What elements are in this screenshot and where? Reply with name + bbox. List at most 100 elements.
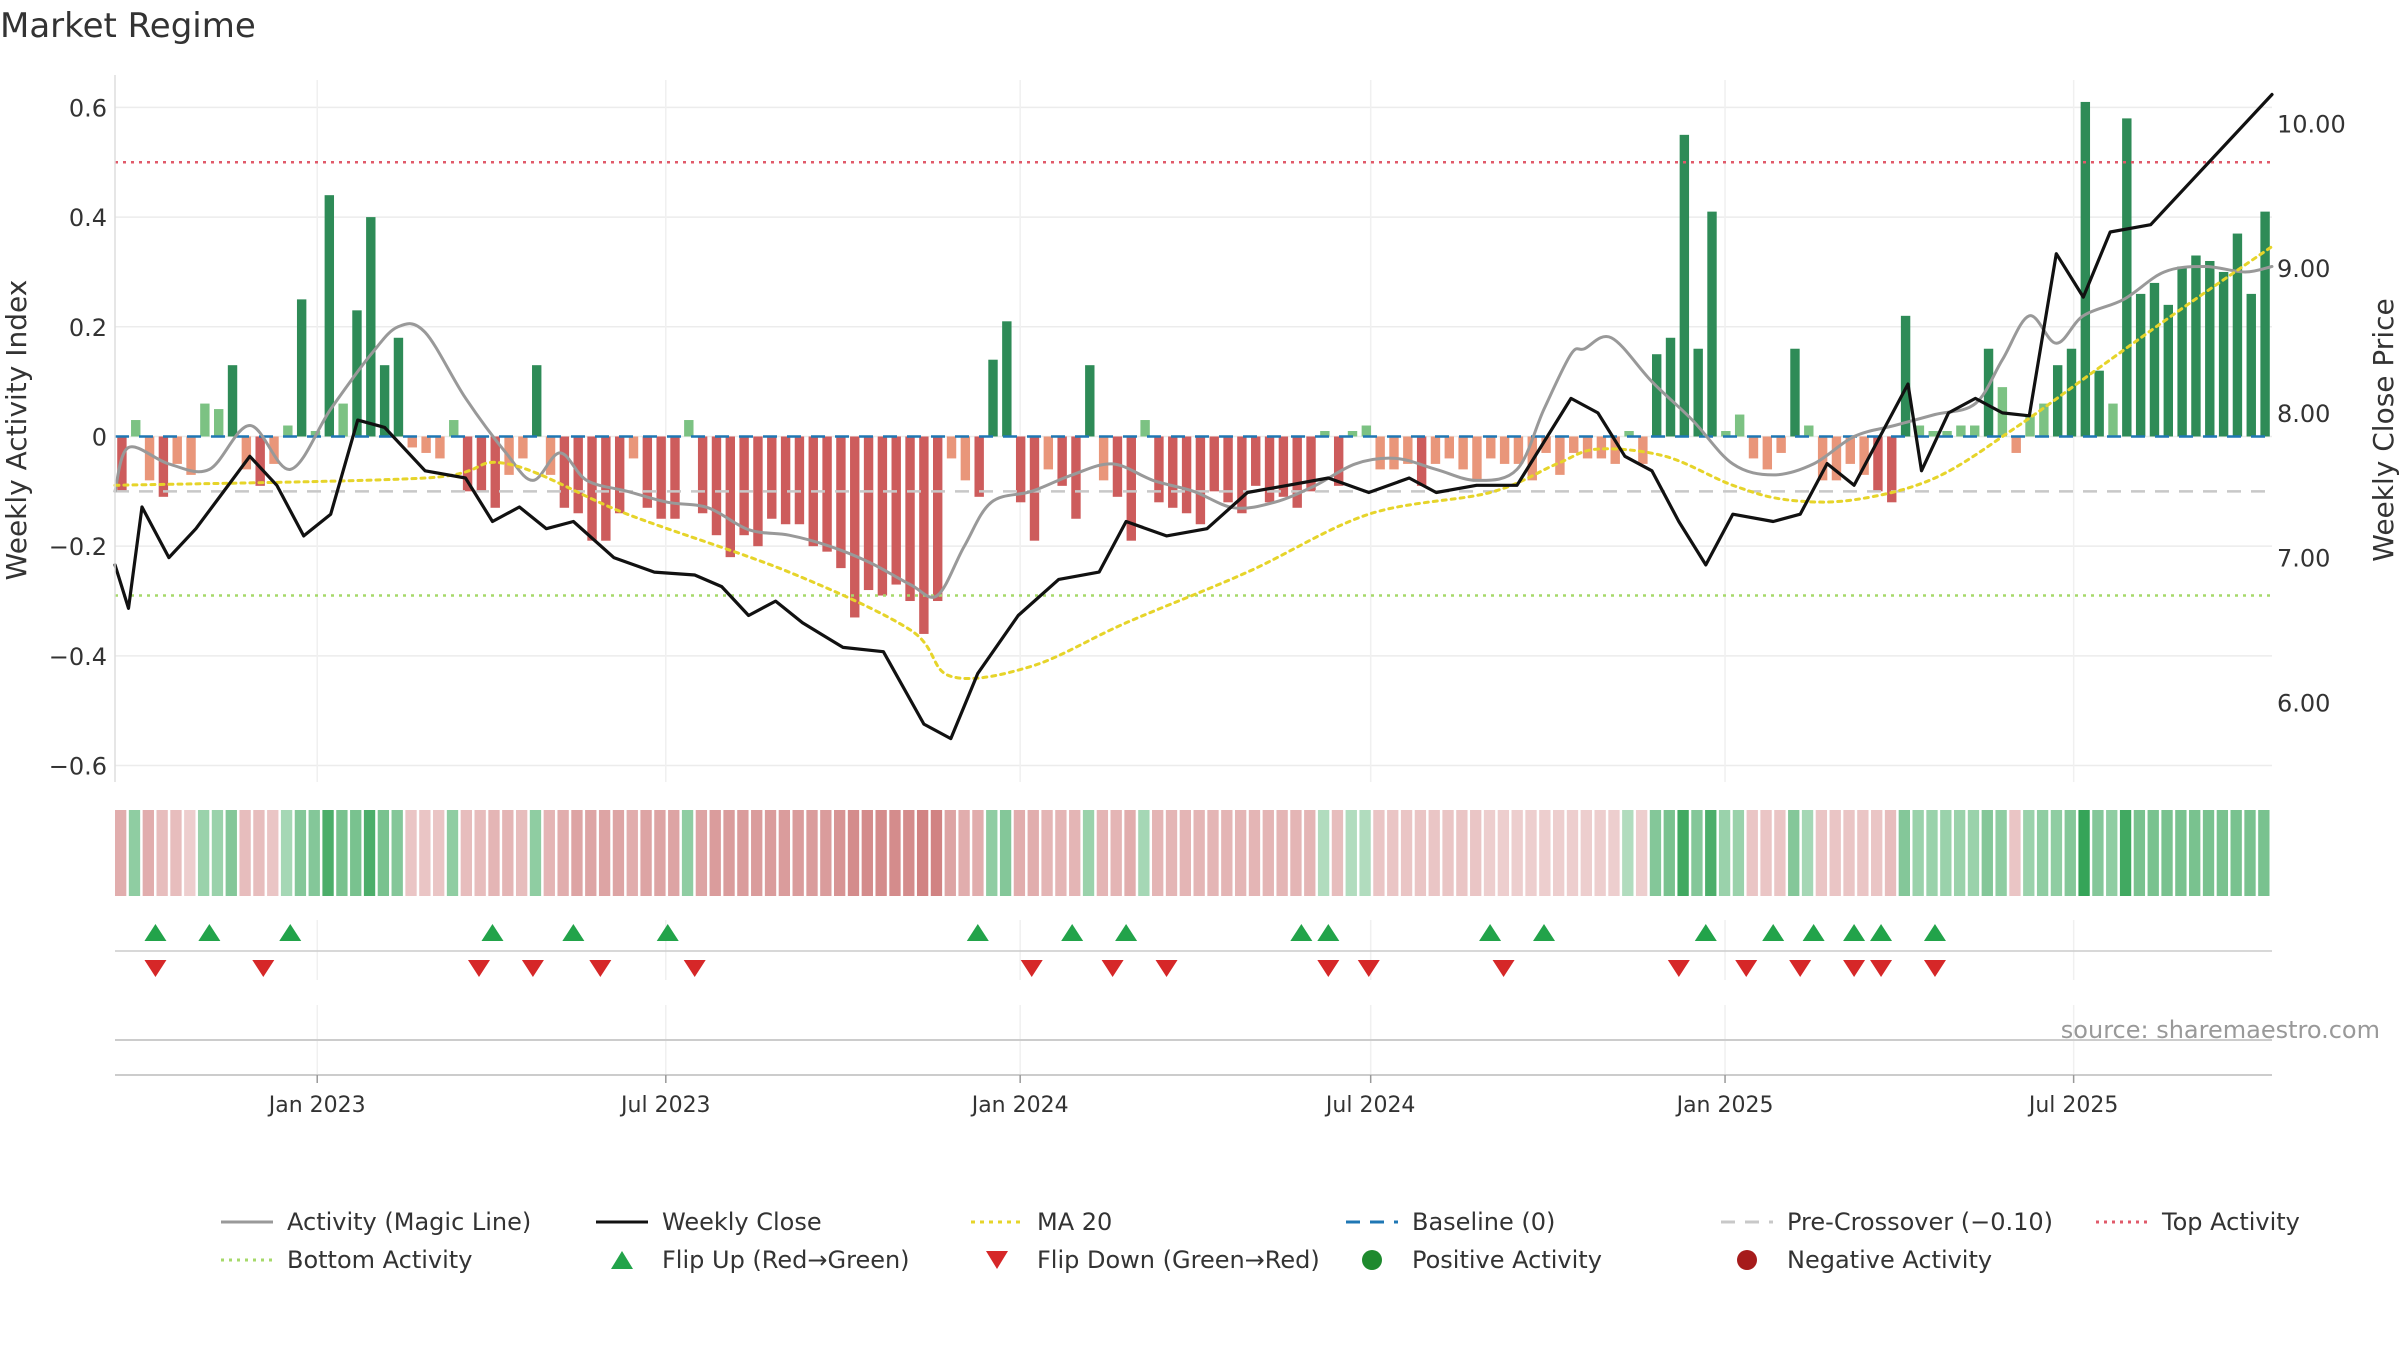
strength-cell (2175, 810, 2187, 896)
grid-layer (115, 80, 2272, 1075)
strength-cell (1774, 810, 1786, 896)
positive-activity-bar (1942, 431, 1952, 437)
legend-item: Flip Up (Red→Green) (590, 1242, 910, 1278)
strength-cell (1497, 810, 1510, 896)
flip-down-marker (1923, 960, 1946, 977)
flip-down-marker (1789, 960, 1812, 977)
negative-activity-bar (269, 436, 279, 464)
strength-cell (612, 810, 625, 896)
flip-down-marker (1155, 960, 1178, 977)
strength-cell (2092, 810, 2104, 896)
strength-cell (1262, 810, 1274, 896)
y-axis-label-right: Weekly Close Price (2367, 298, 2400, 561)
strength-cell (1234, 810, 1247, 896)
strength-cell (1221, 810, 1233, 896)
positive-activity-bar (2218, 271, 2229, 437)
strength-cell (944, 810, 956, 896)
strength-cell (2023, 810, 2035, 896)
strength-cell (460, 810, 472, 896)
strength-cell (1013, 810, 1026, 896)
strength-cell (2036, 810, 2049, 896)
flip-down-marker (1843, 960, 1866, 977)
negative-activity-bar (421, 436, 431, 453)
negative-activity-bar (1859, 436, 1869, 475)
strength-cell (1096, 810, 1109, 896)
negative-activity-bar (1209, 436, 1219, 492)
strength-cell (1276, 810, 1288, 896)
flip-up-marker (1870, 924, 1893, 941)
negative-activity-bar (1264, 436, 1275, 503)
negative-activity-bar (753, 436, 763, 547)
negative-activity-bar (1845, 436, 1855, 464)
strength-cell (723, 810, 735, 896)
legend-label: Pre-Crossover (−0.10) (1787, 1208, 2054, 1236)
positive-activity-bar (1679, 134, 1690, 437)
strength-cell (737, 810, 749, 896)
flip-down-marker (521, 960, 544, 977)
negative-activity-bar (559, 436, 570, 508)
negative-activity-bar (711, 436, 722, 536)
strength-cell (419, 810, 431, 896)
strength-cell (1760, 810, 1772, 896)
flip-down-marker (1667, 960, 1690, 977)
strength-cell (363, 810, 376, 896)
flip-up-marker (481, 924, 504, 941)
negative-activity-bar (1306, 436, 1316, 492)
strength-cell (253, 810, 265, 896)
flip-down-marker (252, 960, 275, 977)
strength-cell (1027, 810, 1039, 896)
left-tick-label: −0.4 (49, 643, 107, 671)
negative-activity-bar (1513, 436, 1524, 464)
strength-cell (1331, 810, 1344, 896)
strength-cell (128, 810, 141, 896)
strength-cell (958, 810, 970, 896)
source-note: source: sharemaestro.com (2060, 1016, 2380, 1044)
negative-activity-bar (158, 436, 169, 497)
negative-activity-bar (863, 436, 874, 591)
flip-down-marker (1735, 960, 1758, 977)
legend-label: Baseline (0) (1412, 1208, 1556, 1236)
negative-activity-bar (1569, 436, 1579, 453)
positive-activity-bar (1970, 425, 1980, 437)
strength-cell (142, 810, 154, 896)
positive-activity-bar (1624, 431, 1634, 437)
legend-label: Weekly Close (662, 1208, 822, 1236)
strength-cell (1622, 810, 1634, 896)
positive-activity-bar (2163, 304, 2173, 437)
strength-cell (778, 810, 791, 896)
strength-cell (2230, 810, 2242, 896)
negative-activity-bar (1292, 436, 1302, 508)
negative-activity-bar (545, 436, 556, 475)
strength-cell (1511, 810, 1523, 896)
positive-activity-bar (1652, 354, 1662, 437)
strength-cell (889, 810, 901, 896)
strength-cell (1705, 810, 1717, 896)
negative-activity-bar (1472, 436, 1482, 481)
strength-cell (405, 810, 417, 896)
negative-activity-bar (739, 436, 749, 536)
strength-cell (1248, 810, 1261, 896)
strength-cell (267, 810, 279, 896)
negative-activity-bar (1181, 436, 1192, 514)
positive-activity-bar (1956, 425, 1966, 437)
positive-activity-bar (2135, 293, 2146, 437)
flip-up-marker (1694, 924, 1717, 941)
strength-cell (115, 810, 127, 896)
strength-cell (1718, 810, 1731, 896)
negative-activity-bar (905, 436, 915, 602)
strength-cell (626, 810, 638, 896)
negative-activity-bar (628, 436, 639, 459)
strength-cell (1539, 810, 1551, 896)
negative-activity-bar (960, 436, 971, 481)
positive-activity-bar (988, 359, 998, 437)
negative-activity-bar (1154, 436, 1164, 503)
strength-cell (2119, 810, 2132, 896)
negative-activity-bar (836, 436, 846, 569)
positive-activity-bar (449, 420, 459, 437)
strength-cell (1995, 810, 2007, 896)
strength-cell (1470, 810, 1482, 896)
legend-label: Negative Activity (1787, 1246, 1993, 1274)
negative-activity-bar (1071, 436, 1081, 519)
strength-cell (391, 810, 403, 896)
negative-activity-bar (877, 436, 888, 596)
